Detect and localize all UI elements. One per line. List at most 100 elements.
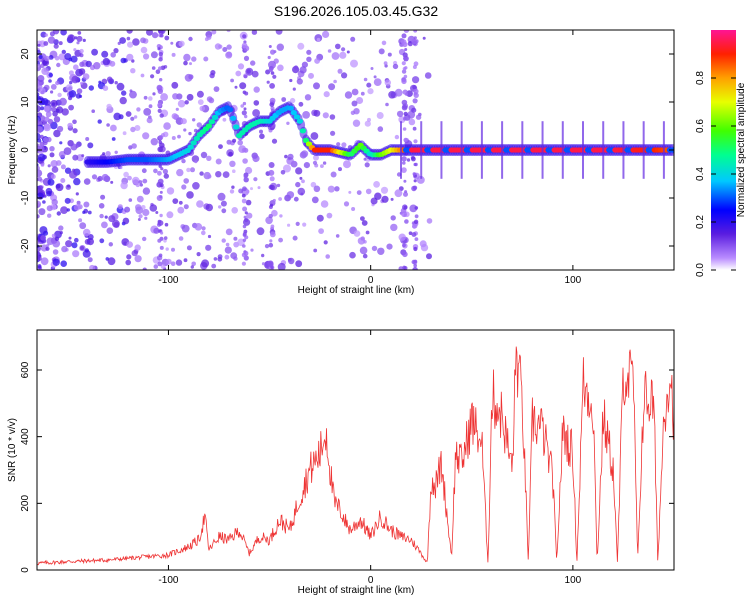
- noise-speck: [353, 108, 360, 115]
- noise-speck: [37, 105, 41, 113]
- noise-speck: [245, 67, 254, 76]
- noise-speck: [201, 259, 210, 268]
- noise-speck: [163, 173, 169, 179]
- figure-title: S196.2026.105.03.45.G32: [274, 3, 438, 19]
- noise-speck: [73, 177, 81, 186]
- noise-speck: [163, 236, 168, 240]
- noise-speck: [222, 117, 227, 122]
- noise-speck: [80, 81, 84, 85]
- noise-speck: [363, 77, 368, 82]
- noise-speck: [406, 90, 413, 97]
- noise-speck: [37, 169, 43, 177]
- noise-speck: [131, 250, 138, 257]
- noise-speck: [286, 191, 295, 199]
- noise-speck: [82, 73, 90, 80]
- noise-speck: [363, 157, 367, 161]
- noise-streak: [269, 176, 275, 182]
- spectrogram-ylabel: Frequency (Hz): [7, 116, 18, 185]
- noise-speck: [110, 180, 114, 184]
- noise-speck: [175, 107, 179, 111]
- noise-speck: [383, 61, 388, 66]
- colorbar-tick-label: 0.8: [695, 71, 706, 85]
- noise-speck: [142, 178, 148, 184]
- noise-speck: [281, 97, 287, 102]
- noise-speck: [180, 118, 187, 125]
- noise-speck: [44, 55, 50, 62]
- noise-streak: [402, 251, 408, 258]
- noise-speck: [233, 236, 238, 241]
- noise-streak: [403, 179, 407, 183]
- noise-streak: [157, 220, 164, 226]
- noise-speck: [52, 30, 60, 35]
- noise-speck: [408, 231, 413, 235]
- noise-speck: [292, 87, 296, 91]
- snr-ticks: -100 0 100 0 200 400 600: [20, 330, 674, 586]
- noise-speck: [72, 119, 77, 125]
- noise-speck: [377, 126, 384, 132]
- noise-speck: [323, 91, 330, 98]
- noise-speck: [144, 216, 148, 220]
- noise-speck: [426, 218, 433, 224]
- noise-speck: [67, 122, 73, 129]
- noise-speck: [199, 171, 204, 176]
- noise-speck: [408, 118, 416, 126]
- noise-speck: [61, 108, 69, 116]
- noise-speck: [124, 206, 131, 213]
- noise-speck: [50, 99, 58, 108]
- noise-speck: [99, 238, 105, 244]
- noise-streak: [269, 97, 276, 104]
- noise-speck: [231, 185, 235, 189]
- colorbar-tick-label: 0.0: [695, 263, 706, 277]
- noise-streak: [404, 48, 408, 51]
- ridge-point: [226, 107, 234, 113]
- noise-streak: [268, 169, 275, 176]
- x-tick-label: 100: [565, 275, 582, 286]
- noise-speck: [230, 78, 235, 83]
- noise-speck: [143, 95, 148, 100]
- noise-streak: [412, 98, 418, 104]
- noise-speck: [47, 178, 55, 186]
- noise-speck: [386, 243, 393, 250]
- noise-speck: [207, 234, 212, 239]
- noise-streak: [413, 92, 419, 99]
- noise-streak: [414, 237, 419, 242]
- noise-speck: [159, 78, 163, 82]
- noise-streak: [244, 211, 248, 215]
- noise-streak: [413, 263, 418, 268]
- noise-speck: [362, 253, 368, 259]
- noise-speck: [316, 37, 321, 42]
- noise-speck: [245, 199, 252, 206]
- noise-speck: [206, 96, 213, 102]
- noise-speck: [166, 187, 175, 195]
- noise-speck: [276, 43, 284, 51]
- noise-speck: [205, 244, 212, 251]
- noise-speck: [141, 168, 147, 174]
- noise-speck: [58, 53, 66, 61]
- noise-speck: [61, 49, 66, 55]
- noise-speck: [81, 154, 85, 158]
- noise-speck: [385, 102, 389, 107]
- noise-speck: [239, 82, 247, 90]
- noise-speck: [37, 75, 45, 82]
- noise-speck: [165, 247, 169, 251]
- noise-speck: [314, 58, 320, 64]
- noise-streak: [267, 261, 274, 268]
- noise-speck: [192, 118, 196, 122]
- noise-streak: [157, 47, 161, 51]
- noise-speck: [335, 43, 341, 50]
- noise-speck: [218, 44, 223, 49]
- noise-streak: [411, 107, 417, 113]
- noise-speck: [384, 79, 391, 86]
- noise-speck: [217, 254, 223, 259]
- noise-speck: [65, 84, 73, 92]
- noise-speck: [65, 240, 73, 248]
- y-tick-label: 0: [20, 147, 31, 153]
- noise-speck: [87, 210, 92, 215]
- noise-streak: [241, 147, 247, 153]
- noise-speck: [51, 166, 59, 173]
- noise-speck: [299, 66, 307, 74]
- noise-speck: [406, 158, 411, 162]
- noise-speck: [117, 204, 123, 210]
- noise-speck: [351, 88, 359, 96]
